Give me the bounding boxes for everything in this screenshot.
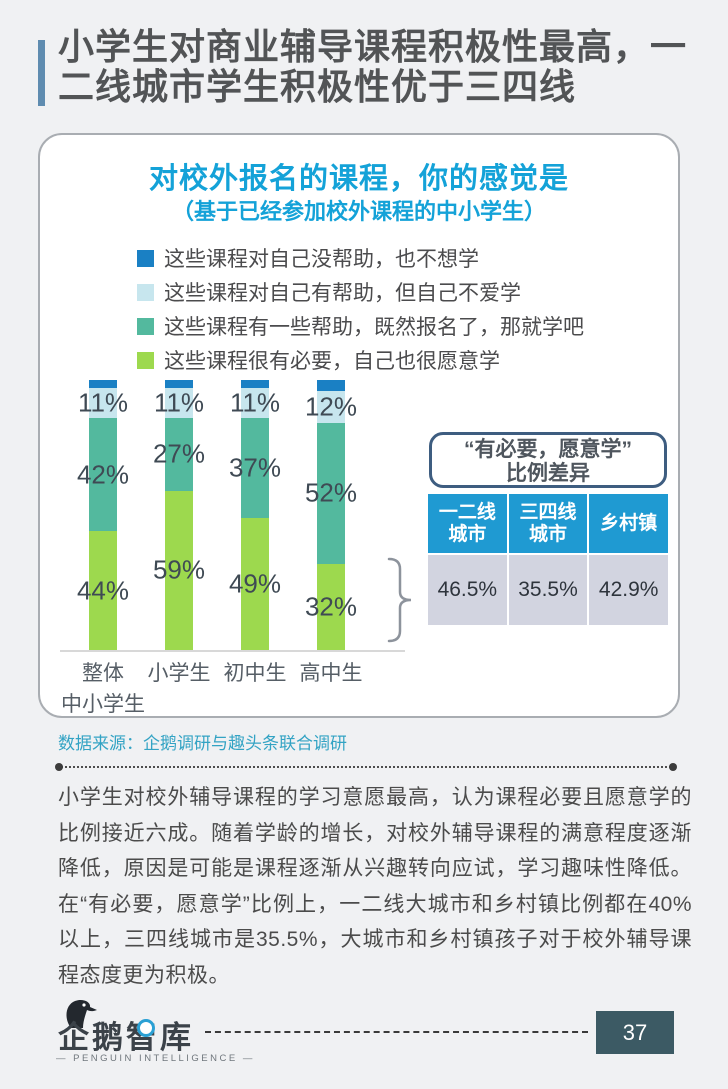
side-table-header-row: 一二线 城市 三四线 城市 乡村镇	[428, 494, 669, 553]
page-title: 小学生对商业辅导课程积极性最高，一二线城市学生积极性优于三四线	[58, 26, 688, 107]
category-label: 初中生	[224, 658, 287, 689]
bar-value-label: 12%	[304, 391, 358, 422]
logo-text-cn: 企鹅智库	[58, 1020, 194, 1055]
legend-swatch	[137, 351, 154, 369]
bar-segment	[165, 417, 193, 491]
table-header-line: 一二线	[438, 501, 496, 523]
bar-value-label: 49%	[228, 568, 282, 599]
bar-segment	[89, 388, 117, 418]
legend-label: 这些课程很有必要，自己也很愿意学	[164, 350, 500, 373]
table-header-line: 城市	[448, 523, 487, 545]
legend-label: 这些课程对自己没帮助，也不想学	[164, 248, 479, 271]
data-source-note: 数据来源：企鹅调研与趣头条联合调研	[58, 734, 347, 753]
bar-segment	[317, 390, 345, 424]
table-header-line: 城市	[529, 523, 568, 545]
divider-dot-right	[669, 763, 677, 771]
legend-label: 这些课程有一些帮助，既然报名了，那就学吧	[164, 316, 584, 339]
category-label-line: 高中生	[299, 662, 363, 685]
table-header-cell: 一二线 城市	[428, 494, 507, 553]
table-value-cell: 35.5%	[508, 555, 588, 625]
bracket-connector	[387, 557, 412, 643]
legend-item: 这些课程对自己有帮助，但自己不爱学	[137, 275, 584, 309]
bar-segment	[241, 380, 269, 389]
bar-value-label: 11%	[77, 387, 129, 418]
bar-value-label: 37%	[228, 452, 282, 483]
table-header-line: 三四线	[519, 501, 577, 523]
category-label: 整体 中小学生	[61, 658, 145, 720]
bar-value-label: 27%	[152, 438, 206, 469]
side-table-title-line1: “有必要，愿意学”	[464, 438, 632, 461]
category-label-line: 中小学生	[61, 693, 145, 716]
side-table: “有必要，愿意学” 比例差异 一二线 城市 三四线 城市 乡村镇 46.5% 35.5% 4…	[428, 432, 669, 625]
bar-value-label: 52%	[304, 477, 358, 508]
table-header-text: 三四线 城市	[520, 502, 577, 546]
logo-text-en: — PENGUIN INTELLIGENCE —	[56, 1053, 255, 1064]
legend-swatch	[137, 283, 154, 301]
logo-blue-circle	[137, 1019, 155, 1037]
table-value-cell: 46.5%	[428, 555, 507, 625]
table-header-cell: 乡村镇	[589, 494, 669, 553]
bar-segment	[317, 563, 345, 650]
category-label-line: 初中生	[223, 662, 287, 685]
bar-value-label: 42%	[76, 459, 130, 489]
side-table-title: “有必要，愿意学” 比例差异	[429, 432, 667, 488]
side-table-title-line2: 比例差异	[506, 462, 590, 485]
dotted-divider	[55, 763, 677, 771]
legend-item: 这些课程很有必要，自己也很愿意学	[137, 343, 584, 377]
bar-value-label: 11%	[229, 387, 281, 418]
category-label: 小学生	[148, 658, 211, 689]
table-header-line: 乡村镇	[600, 512, 658, 534]
chart-card: 对校外报名的课程，你的感觉是 （基于已经参加校外课程的中小学生） 这些课程对自己…	[38, 133, 680, 718]
bar-value-label: 59%	[152, 554, 206, 585]
side-table-value-row: 46.5% 35.5% 42.9%	[428, 555, 669, 625]
legend-label: 这些课程对自己有帮助，但自己不爱学	[164, 282, 521, 305]
bar-segment	[241, 388, 269, 418]
page-number-badge: 37	[596, 1011, 674, 1054]
bar-segment	[89, 417, 117, 532]
table-value-cell: 42.9%	[589, 555, 669, 625]
bar-segment	[165, 388, 193, 418]
table-header-cell: 三四线 城市	[508, 494, 588, 553]
bar-segment	[89, 531, 117, 650]
category-label-line: 小学生	[147, 662, 211, 685]
stacked-bar-chart: 44% 42% 11% 整体中小学生 59% 27% 11% 小学生 49% 37% 11% 初中生 3…	[60, 380, 405, 716]
analysis-paragraph: 小学生对校外辅导课程的学习意愿最高，认为课程必要且愿意学的比例接近六成。随着学龄…	[58, 786, 692, 987]
bar-value-label: 32%	[304, 591, 358, 622]
category-label: 高中生	[300, 658, 363, 689]
legend-item: 这些课程有一些帮助，既然报名了，那就学吧	[137, 309, 584, 343]
penguin-logo-icon	[66, 999, 97, 1028]
chart-subtitle: （基于已经参加校外课程的中小学生）	[171, 199, 546, 224]
legend-swatch	[137, 249, 154, 267]
legend-swatch	[137, 317, 154, 335]
legend-item: 这些课程对自己没帮助，也不想学	[137, 241, 584, 275]
x-axis-line	[60, 650, 405, 652]
chart-legend: 这些课程对自己没帮助，也不想学这些课程对自己有帮助，但自己不爱学这些课程有一些帮…	[137, 241, 584, 377]
table-header-text: 一二线 城市	[439, 502, 496, 546]
divider-dot-left	[55, 763, 63, 771]
bar-segment	[241, 417, 269, 518]
footer-dashed-line	[205, 1031, 588, 1033]
bar-segment	[89, 380, 117, 389]
heading-accent-bar	[38, 40, 45, 106]
bar-segment	[317, 423, 345, 564]
bar-segment	[241, 517, 269, 650]
bar-value-label: 11%	[153, 387, 205, 418]
bar-segment	[165, 380, 193, 389]
bar-segment	[317, 380, 345, 391]
bar-value-label: 44%	[76, 575, 130, 606]
table-header-text: 乡村镇	[600, 513, 657, 535]
bar-segment	[165, 490, 193, 650]
chart-title: 对校外报名的课程，你的感觉是	[148, 163, 569, 195]
category-label-line: 整体	[82, 662, 124, 685]
